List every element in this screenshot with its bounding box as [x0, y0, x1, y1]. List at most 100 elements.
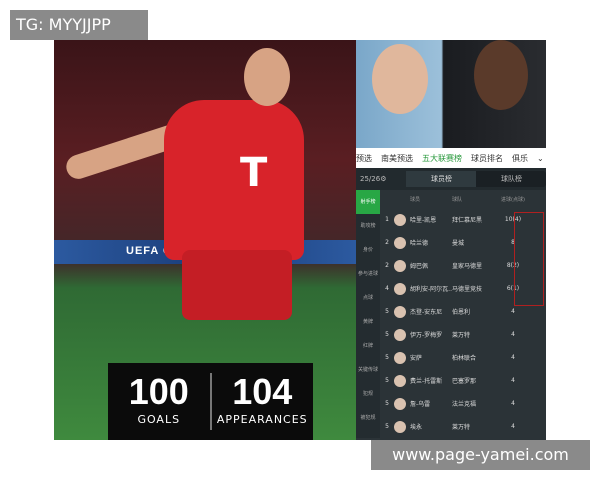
- tab[interactable]: 俱乐: [512, 153, 528, 163]
- team-name: 莱万特: [452, 332, 471, 339]
- player-name: 伊万-罗梅罗: [410, 332, 443, 339]
- table-row[interactable]: 4 胡利安-阿尔瓦... 马德里竞技 6(1): [380, 277, 546, 300]
- table-row[interactable]: 5 伊万-罗梅罗 莱万特 4: [380, 323, 546, 346]
- tab[interactable]: 南美预选: [381, 153, 413, 163]
- rank: 5: [385, 331, 389, 338]
- rank: 4: [385, 285, 389, 292]
- avatar: [394, 236, 406, 249]
- goals-value: 100: [128, 371, 189, 412]
- table-row[interactable]: 5 埃永 莱万特 4: [380, 415, 546, 438]
- team-name: 皇家马德里: [452, 263, 483, 270]
- team-name: 曼城: [452, 240, 465, 247]
- team-name: 莱万特: [452, 424, 471, 431]
- sidebar-item[interactable]: 点球: [362, 295, 373, 301]
- appearances-label: APPEARANCES: [216, 413, 308, 426]
- table-row[interactable]: 2 哈兰德 曼城 8: [380, 231, 546, 254]
- tab[interactable]: 球员排名: [471, 153, 503, 163]
- rank: 5: [385, 400, 389, 407]
- avatar: [394, 305, 406, 318]
- team-name: 巴塞罗那: [452, 378, 477, 385]
- rank: 1: [385, 216, 389, 223]
- goals: 4: [511, 423, 515, 430]
- highlight-box: [514, 212, 544, 306]
- player-name: 哈里-凯恩: [410, 217, 437, 224]
- sidebar-item[interactable]: 黄牌: [362, 319, 373, 325]
- toggle-teams[interactable]: 球队榜: [500, 175, 522, 183]
- divider: [209, 373, 212, 430]
- stats-box: 100 GOALS 104 APPEARANCES: [108, 363, 313, 440]
- header-player: 球员: [410, 196, 421, 203]
- player-name: 詹-乌雷: [410, 401, 431, 408]
- table-row[interactable]: 5 安萨 柏林联合 4: [380, 346, 546, 369]
- goals: 4: [511, 308, 515, 315]
- app-screenshot: 预选 南美预选 五大联赛榜 球员排名 俱乐 ⌄ 25/26 ⚙ 球员榜 球队榜 射…: [356, 40, 546, 440]
- haaland-mbappe-photo: [356, 40, 546, 148]
- header-goals: 进球(点球): [501, 196, 525, 203]
- watermark-bottom: www.page-yamei.com: [371, 440, 590, 470]
- sidebar: 射手榜助攻榜身价参与进球点球黄牌红牌关键传球犯规被犯规: [356, 190, 380, 438]
- avatar: [394, 374, 406, 387]
- player-head: [244, 48, 290, 106]
- avatar: [394, 397, 406, 410]
- team-name: 法兰克福: [452, 401, 477, 408]
- rank: 5: [385, 423, 389, 430]
- sidebar-item[interactable]: 射手榜: [356, 190, 380, 214]
- table-row[interactable]: 1 哈里-凯恩 拜仁慕尼黑 10(4): [380, 208, 546, 231]
- player-name: 哈兰德: [410, 240, 429, 247]
- player-name: 安萨: [410, 355, 423, 362]
- sidebar-item[interactable]: 身价: [362, 247, 373, 253]
- avatar: [394, 328, 406, 341]
- tab[interactable]: 预选: [356, 153, 372, 163]
- avatar: [394, 259, 406, 272]
- goals: 8(2): [506, 262, 520, 269]
- rank: 2: [385, 262, 389, 269]
- rank: 2: [385, 239, 389, 246]
- telekom-logo: T: [240, 150, 268, 196]
- sidebar-item[interactable]: 参与进球: [357, 271, 378, 277]
- goals: 4: [511, 400, 515, 407]
- avatar: [394, 420, 406, 433]
- sidebar-item[interactable]: 助攻榜: [360, 223, 376, 229]
- appearances-value: 104: [232, 371, 293, 412]
- table-row[interactable]: 2 姆巴佩 皇家马德里 8(2): [380, 254, 546, 277]
- goals-label: GOALS: [137, 413, 181, 426]
- rank: 5: [385, 354, 389, 361]
- toggle-players[interactable]: 球员榜: [406, 171, 477, 187]
- player-name: 杰登-安东尼: [410, 309, 443, 316]
- player-name: 胡利安-阿尔瓦...: [410, 286, 452, 293]
- team-name: 柏林联合: [452, 355, 477, 362]
- goals: 4: [511, 377, 515, 384]
- kane-photo: UEFA CL T 100 GOALS 104 APPEARANCES: [54, 40, 356, 440]
- sidebar-item[interactable]: 犯规: [362, 391, 373, 397]
- tab-bar: 预选 南美预选 五大联赛榜 球员排名 俱乐 ⌄: [356, 148, 546, 168]
- team-name: 马德里竞技: [452, 286, 483, 293]
- scorers-table: 球员 球队 进球(点球) 1 哈里-凯恩 拜仁慕尼黑 10(4) 2 哈兰德 曼城 8 2 姆巴佩 皇家…: [380, 190, 546, 438]
- table-row[interactable]: 5 费兰-托雷斯 巴塞罗那 4: [380, 369, 546, 392]
- goals: 8: [511, 239, 515, 246]
- avatar: [394, 213, 406, 226]
- rank: 5: [385, 377, 389, 384]
- player-shorts: [182, 250, 292, 320]
- team-name: 伯恩利: [452, 309, 471, 316]
- player-name: 埃永: [410, 424, 423, 431]
- player-shirt: [164, 100, 304, 260]
- avatar: [394, 351, 406, 364]
- header-team: 球队: [452, 196, 463, 203]
- player-name: 费兰-托雷斯: [410, 378, 443, 385]
- sidebar-item[interactable]: 被犯规: [360, 415, 376, 421]
- season-selector[interactable]: 25/26: [360, 175, 381, 183]
- rank: 5: [385, 308, 389, 315]
- goals: 4: [511, 354, 515, 361]
- tab-active[interactable]: 五大联赛榜: [422, 153, 462, 163]
- avatar: [394, 282, 406, 295]
- sidebar-item[interactable]: 红牌: [362, 343, 373, 349]
- goals: 6(1): [506, 285, 520, 292]
- goals: 4: [511, 331, 515, 338]
- team-name: 拜仁慕尼黑: [452, 217, 483, 224]
- table-row[interactable]: 5 杰登-安东尼 伯恩利 4: [380, 300, 546, 323]
- chevron-down-icon[interactable]: ⌄: [537, 153, 544, 163]
- gear-icon: ⚙: [380, 175, 387, 183]
- table-row[interactable]: 5 詹-乌雷 法兰克福 4: [380, 392, 546, 415]
- sidebar-item[interactable]: 关键传球: [357, 367, 378, 373]
- watermark-top: TG: MYYJJPP: [10, 10, 148, 40]
